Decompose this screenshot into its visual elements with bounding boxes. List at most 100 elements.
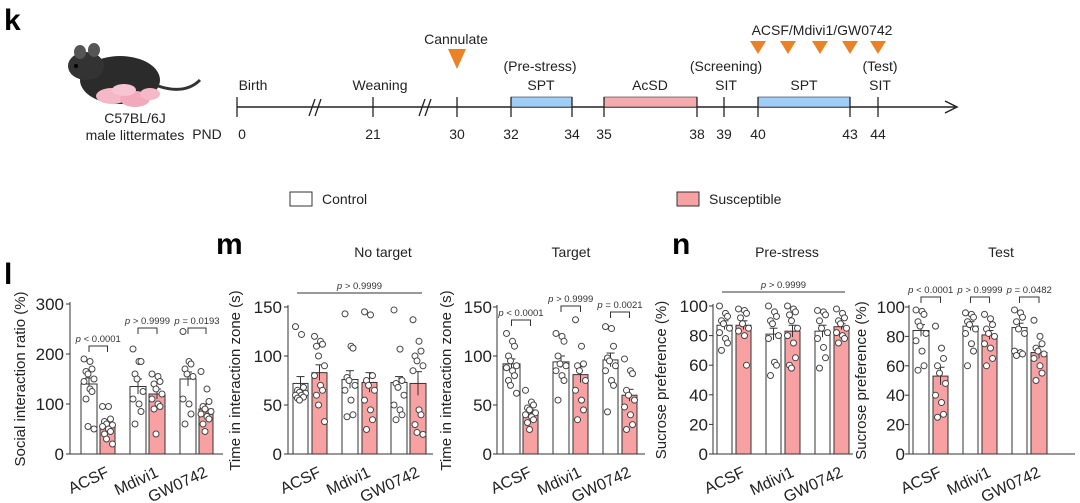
y-tick-label: 150 [254, 298, 282, 317]
data-point [1019, 350, 1026, 358]
data-point [137, 358, 145, 365]
timeline-day-label: 44 [870, 126, 886, 142]
data-point [411, 421, 419, 429]
data-point [610, 342, 617, 350]
data-point [631, 396, 638, 404]
data-point [843, 324, 850, 332]
data-point [922, 329, 930, 337]
treatment-marker-icon [780, 41, 796, 54]
data-point [718, 346, 725, 354]
data-point [300, 383, 307, 391]
data-point [369, 372, 376, 380]
p-value-label: p > 0.9999 [124, 316, 170, 327]
y-tick-label: 60 [689, 356, 708, 375]
data-point [129, 395, 137, 403]
data-point [415, 337, 423, 345]
data-point [833, 305, 840, 313]
data-point [183, 370, 191, 378]
data-point [511, 372, 518, 380]
data-point [156, 378, 164, 385]
data-point [365, 381, 372, 389]
y-tick-label: 20 [886, 416, 905, 435]
data-point [507, 381, 514, 389]
data-point [201, 405, 209, 413]
timeline-day-label: 40 [750, 126, 766, 142]
data-point [311, 332, 318, 340]
data-point [610, 381, 617, 389]
y-tick-label: 0 [273, 445, 282, 464]
data-point [818, 324, 825, 332]
p-value-label: p = 0.0482 [1006, 285, 1052, 296]
chart-l-0: 0 100 200 300 Social interaction ratio (%) AC… [12, 291, 223, 503]
data-point [822, 311, 829, 319]
data-point [86, 358, 94, 365]
data-point [296, 396, 303, 404]
data-point [392, 416, 400, 424]
data-point [398, 377, 406, 384]
panel-label-l: l [4, 258, 12, 291]
x-tick-label: ACSF [488, 464, 534, 498]
data-point [824, 329, 831, 337]
data-point [298, 330, 305, 338]
data-point [968, 340, 975, 348]
data-point [1036, 332, 1044, 340]
data-point [932, 322, 939, 330]
data-point [349, 344, 357, 352]
significance-bracket [511, 319, 531, 326]
p-value-label: p > 0.9999 [547, 294, 593, 305]
data-point [343, 413, 351, 421]
data-point [814, 335, 821, 343]
data-point [602, 367, 609, 375]
data-point [989, 321, 996, 329]
data-point [409, 316, 417, 324]
data-point [107, 415, 114, 423]
data-point [156, 403, 164, 410]
data-point [135, 400, 143, 408]
data-point [970, 347, 977, 355]
data-point [554, 396, 562, 404]
data-point [820, 343, 827, 351]
data-point [938, 344, 945, 352]
event-cannulate: Cannulate [424, 31, 488, 47]
data-point [1030, 354, 1038, 362]
bar-control-gw0742 [1011, 327, 1028, 455]
data-point [765, 335, 772, 343]
cannulate-marker-icon [448, 49, 466, 69]
data-point [773, 361, 780, 369]
mouse-strain-label: C57BL/6J [104, 110, 165, 126]
data-point [90, 375, 98, 383]
p-value-label: p > 0.9999 [760, 280, 806, 291]
data-point [934, 362, 941, 370]
data-point [349, 411, 357, 419]
panel-label-n: n [672, 228, 690, 261]
significance-bracket [610, 311, 630, 318]
data-point [940, 410, 947, 418]
data-point [105, 403, 112, 410]
timeline-day-label: 34 [564, 126, 580, 142]
data-point [148, 370, 156, 378]
data-point [347, 396, 355, 404]
y-axis-label: Time in interaction zone (s) [227, 290, 244, 470]
data-point [784, 332, 791, 340]
y-tick-label: 150 [464, 298, 492, 317]
data-point [991, 332, 998, 340]
y-tick-label: 60 [886, 357, 905, 376]
data-point [914, 366, 922, 374]
data-point [413, 428, 421, 436]
timeline-day-label: 21 [365, 126, 381, 142]
data-point [735, 305, 742, 313]
data-point [84, 370, 92, 378]
data-point [319, 386, 326, 394]
data-point [530, 416, 537, 424]
y-tick-label: 100 [680, 297, 708, 316]
mouse-icon [68, 43, 202, 107]
data-point [743, 361, 750, 369]
data-point [1038, 369, 1046, 377]
chart-m-2: 0 50 100 150 Time in interaction zone (s) Tar… [438, 244, 645, 503]
data-point [989, 354, 996, 362]
spt-prestress-bar [510, 96, 573, 108]
data-point [103, 435, 110, 443]
data-point [552, 367, 560, 375]
data-point [940, 354, 947, 362]
data-point [189, 373, 197, 380]
